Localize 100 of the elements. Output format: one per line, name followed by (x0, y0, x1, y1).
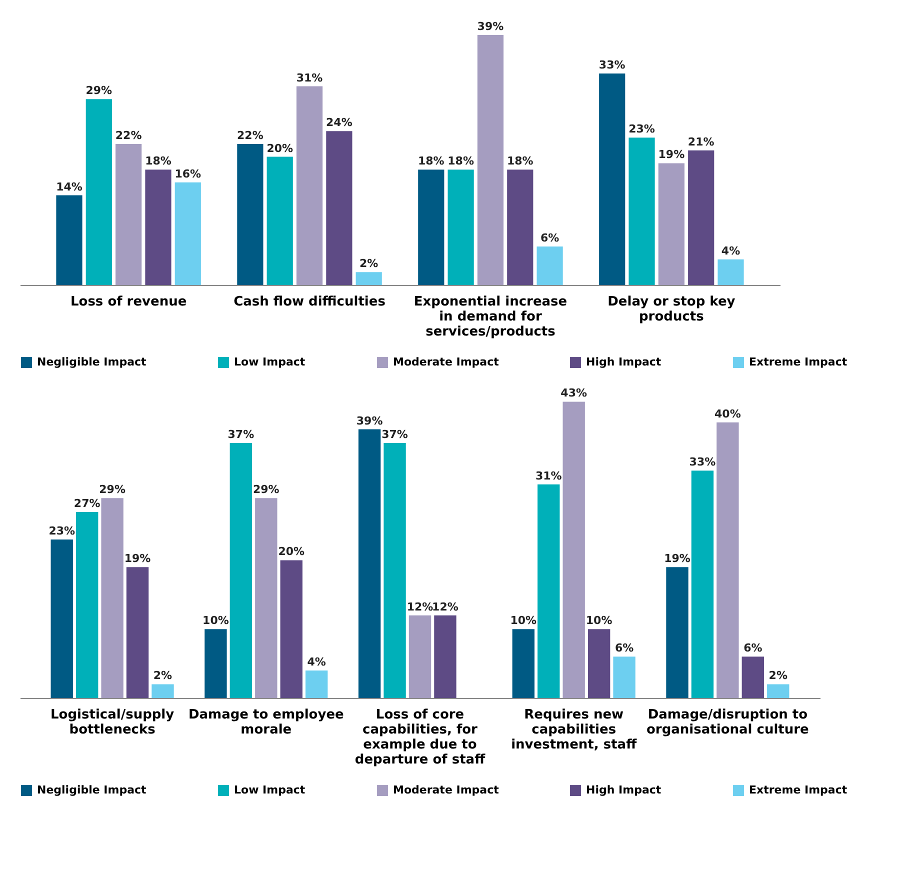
data-label: 33% (689, 456, 716, 469)
data-label: 10% (510, 614, 537, 628)
data-label: 40% (714, 407, 741, 420)
bar (237, 144, 264, 285)
bar (613, 656, 636, 698)
bar (599, 73, 626, 285)
bar (326, 131, 352, 285)
x-tick-label: Requires new capabilities investment, staff (511, 708, 638, 752)
bar (126, 567, 149, 698)
data-label: 12% (406, 600, 434, 614)
bar (666, 567, 688, 698)
data-label: 4% (721, 244, 740, 258)
bar (688, 150, 714, 285)
data-label: 16% (174, 167, 202, 180)
data-label: 6% (614, 642, 634, 655)
bar (538, 484, 560, 698)
bar (306, 670, 328, 698)
legend-label: Extreme Impact (749, 784, 848, 797)
legend-label: Low Impact (234, 784, 306, 797)
data-label: 12% (432, 600, 458, 614)
bar (145, 170, 172, 285)
data-label: 18% (448, 154, 474, 168)
data-label: 18% (145, 154, 172, 168)
x-tick-label: Loss of core capabilities, for example due to departure of staff (354, 708, 486, 768)
legend-label: Negligible Impact (37, 784, 146, 797)
x-tick-label: Delay or stop key products (608, 294, 736, 324)
bar (536, 246, 563, 285)
x-tick-label: Loss of revenue (70, 294, 187, 310)
bar (628, 138, 655, 285)
bar (477, 35, 504, 285)
bar (255, 498, 278, 698)
data-label: 22% (115, 128, 142, 142)
data-label: 20% (278, 545, 305, 558)
data-label: 18% (506, 154, 534, 168)
data-label: 43% (560, 386, 588, 400)
data-label: 6% (744, 642, 762, 655)
data-label: 20% (266, 142, 294, 155)
bar (408, 615, 432, 698)
legend-label: High Impact (586, 784, 662, 797)
bar (266, 156, 293, 285)
data-label: 39% (356, 414, 383, 428)
bar (174, 182, 201, 285)
legend-label: Extreme Impact (749, 356, 848, 369)
legend-label: Moderate Impact (393, 784, 499, 797)
data-label: 29% (252, 483, 280, 496)
bar (356, 272, 382, 285)
bar (116, 144, 142, 285)
bar (507, 170, 534, 285)
x-tick-label: Damage to employee morale (188, 708, 344, 738)
data-label: 4% (307, 655, 326, 668)
bar (358, 429, 381, 698)
data-label: 31% (296, 71, 323, 84)
data-label: 23% (628, 122, 655, 136)
legend-label: Moderate Impact (393, 356, 499, 369)
data-label: 31% (535, 469, 562, 482)
x-tick-label: Exponential increase in demand for services/products (414, 294, 568, 340)
data-label: 14% (56, 180, 82, 194)
bar (86, 99, 112, 285)
bar (767, 684, 790, 698)
bar (742, 656, 764, 698)
data-label: 10% (202, 614, 229, 628)
bar (434, 615, 456, 698)
data-label: 39% (477, 20, 504, 33)
data-label: 10% (586, 614, 612, 628)
bar (50, 540, 73, 698)
data-label: 27% (74, 496, 100, 510)
x-tick-label: Logistical/supply bottlenecks (50, 708, 175, 738)
legend-label: Low Impact (234, 356, 306, 369)
bar (204, 629, 227, 698)
data-label: 2% (153, 669, 172, 682)
bar (691, 470, 714, 698)
bar (101, 498, 124, 698)
bar (56, 195, 82, 285)
data-label: 29% (86, 84, 112, 98)
bar (658, 163, 684, 285)
bar (76, 512, 98, 698)
bar (512, 629, 534, 698)
data-label: 23% (48, 524, 76, 538)
bar (448, 170, 474, 285)
bar (230, 443, 252, 698)
data-label: 2% (360, 257, 378, 270)
data-label: 37% (382, 428, 408, 442)
data-label: 19% (658, 148, 685, 162)
bar (280, 560, 302, 698)
bar (152, 684, 174, 698)
bar (588, 629, 610, 698)
data-label: 22% (237, 128, 264, 142)
data-label: 19% (664, 552, 690, 566)
data-label: 24% (326, 116, 352, 130)
bar (716, 422, 739, 698)
data-label: 6% (540, 232, 560, 245)
x-tick-label: Damage/disruption to organisational culture (646, 708, 810, 738)
data-label: 33% (598, 58, 626, 72)
data-label: 2% (768, 669, 788, 682)
legend-label: High Impact (586, 356, 662, 369)
x-tick-label: Cash flow difficulties (234, 294, 386, 310)
legend-label: Negligible Impact (37, 356, 146, 369)
bar (296, 86, 323, 285)
data-label: 29% (99, 483, 126, 496)
data-label: 18% (418, 154, 444, 168)
